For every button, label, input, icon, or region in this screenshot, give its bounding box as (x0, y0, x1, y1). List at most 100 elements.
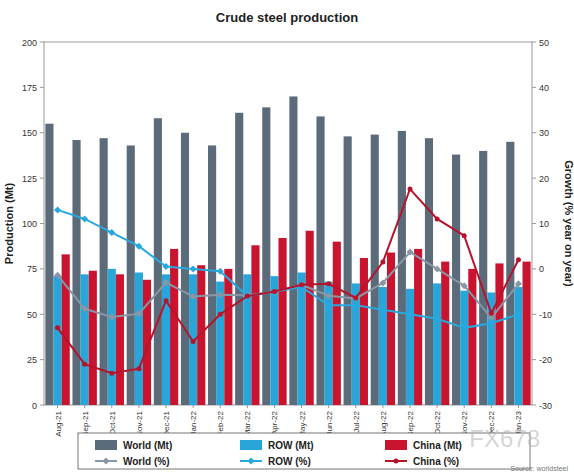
bar (479, 151, 487, 405)
bar (333, 242, 341, 405)
bar (441, 262, 449, 405)
marker (54, 206, 61, 213)
y2-tick-label: 0 (539, 264, 544, 274)
x-tick-label: Apr-22 (270, 410, 279, 435)
y2-tick (532, 223, 536, 224)
y2-tick (532, 178, 536, 179)
legend-label: China (Mt) (413, 440, 462, 451)
legend-swatch (95, 440, 117, 450)
marker (299, 282, 304, 287)
line (58, 252, 519, 318)
y-tick-label: 100 (22, 219, 37, 229)
y2-tick-label: 20 (539, 174, 549, 184)
bar (116, 274, 124, 405)
marker (136, 366, 141, 371)
bar (45, 124, 53, 405)
x-tick-label: Oct-21 (108, 410, 117, 435)
marker (326, 281, 331, 286)
bar (468, 269, 476, 405)
marker (379, 306, 386, 313)
bar (523, 262, 531, 405)
marker (407, 249, 414, 256)
y-tick-label: 200 (22, 38, 37, 48)
y-tick (40, 132, 44, 133)
marker (191, 339, 196, 344)
bar (135, 273, 143, 405)
bar (460, 291, 468, 405)
legend-label: China (%) (413, 456, 459, 467)
marker (462, 233, 467, 238)
y2-tick (532, 405, 536, 406)
marker (109, 371, 114, 376)
bar (398, 131, 406, 405)
y-tick-label: 175 (22, 83, 37, 93)
legend-swatch (240, 440, 262, 450)
x-tick (166, 405, 167, 408)
marker (81, 215, 88, 222)
bar (216, 282, 224, 405)
bar (414, 249, 422, 405)
bar (289, 96, 297, 405)
line (58, 189, 519, 373)
marker (461, 282, 468, 289)
marker (81, 305, 88, 312)
marker (380, 260, 385, 265)
marker (434, 315, 441, 322)
y-axis-title: Production (Mt) (3, 183, 15, 265)
bar (89, 271, 97, 405)
bar (235, 113, 243, 405)
legend: World (Mt)ROW (Mt)China (Mt)World (%)ROW… (78, 433, 530, 469)
marker (408, 187, 413, 192)
y2-tick-label: 10 (539, 219, 549, 229)
legend-box (78, 433, 530, 469)
y2-tick (532, 42, 536, 43)
x-tick (328, 405, 329, 408)
bar (262, 107, 270, 405)
y-tick-label: 75 (27, 264, 37, 274)
bar (162, 274, 170, 405)
x-tick-label: Aug-21 (54, 410, 63, 436)
x-tick-label: Jun-22 (325, 410, 334, 435)
watermark: FX678 (469, 425, 540, 452)
marker (164, 298, 169, 303)
marker (135, 310, 142, 317)
marker (489, 311, 494, 316)
y2-tick-label: 50 (539, 38, 549, 48)
legend-label: World (%) (123, 456, 169, 467)
bar (270, 276, 278, 405)
y-tick (40, 178, 44, 179)
marker (217, 291, 224, 298)
marker (488, 320, 495, 327)
marker (217, 268, 224, 275)
y-tick-label: 150 (22, 128, 37, 138)
x-tick (464, 405, 465, 408)
bar (379, 287, 387, 405)
y2-tick-label: 40 (539, 83, 549, 93)
bar (170, 249, 178, 405)
x-tick (84, 405, 85, 408)
bar (62, 254, 70, 405)
marker (325, 292, 332, 299)
bar (316, 116, 324, 405)
marker (516, 257, 521, 262)
y2-tick (532, 359, 536, 360)
y-tick (40, 359, 44, 360)
legend-label: World (Mt) (123, 440, 172, 451)
legend-marker (248, 458, 255, 465)
legend-marker (103, 458, 110, 465)
source: Source: worldsteel (510, 465, 568, 472)
marker (271, 289, 278, 296)
bar (425, 138, 433, 405)
y2-tick-label: 30 (539, 128, 549, 138)
marker (54, 272, 61, 279)
marker (434, 265, 441, 272)
y2-tick (532, 132, 536, 133)
marker (515, 311, 522, 318)
bar (251, 245, 259, 405)
bar (325, 282, 333, 405)
x-tick (437, 405, 438, 408)
marker (82, 362, 87, 367)
bar (360, 258, 368, 405)
x-tick (518, 405, 519, 408)
bar (433, 283, 441, 405)
